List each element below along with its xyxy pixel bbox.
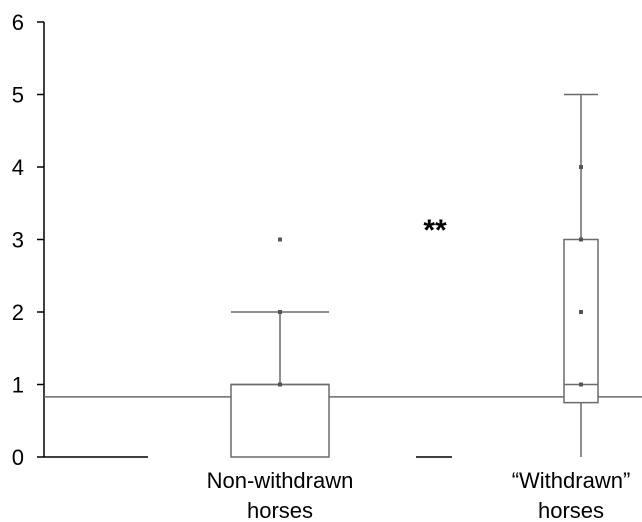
y-tick-label: 4 [12, 155, 24, 180]
data-point [579, 310, 583, 314]
data-point [278, 310, 282, 314]
x-category-label: Non-withdrawn [207, 468, 354, 493]
y-tick-label: 5 [12, 83, 24, 108]
data-point [278, 237, 282, 242]
y-tick-label: 3 [12, 228, 24, 253]
box [563, 238, 599, 404]
data-point [579, 165, 583, 169]
box-group [230, 237, 330, 458]
box [230, 383, 330, 458]
data-point [579, 237, 583, 242]
y-tick-label: 1 [12, 373, 24, 398]
box-group [563, 93, 599, 457]
y-tick-label: 6 [12, 10, 24, 35]
data-point [278, 382, 282, 387]
data-point [579, 382, 583, 387]
axes: 0 1 2 3 4 5 6 [12, 10, 642, 470]
y-tick-label: 2 [12, 300, 24, 325]
x-category-label: “Withdrawn” [512, 468, 631, 493]
labels: Non-withdrawn horses “Withdrawn” horses ** [207, 214, 631, 522]
significance-annotation: ** [423, 214, 447, 247]
x-category-label: horses [247, 498, 313, 522]
x-category-label: horses [538, 498, 604, 522]
y-tick-label: 0 [12, 445, 24, 470]
boxes [230, 93, 599, 458]
